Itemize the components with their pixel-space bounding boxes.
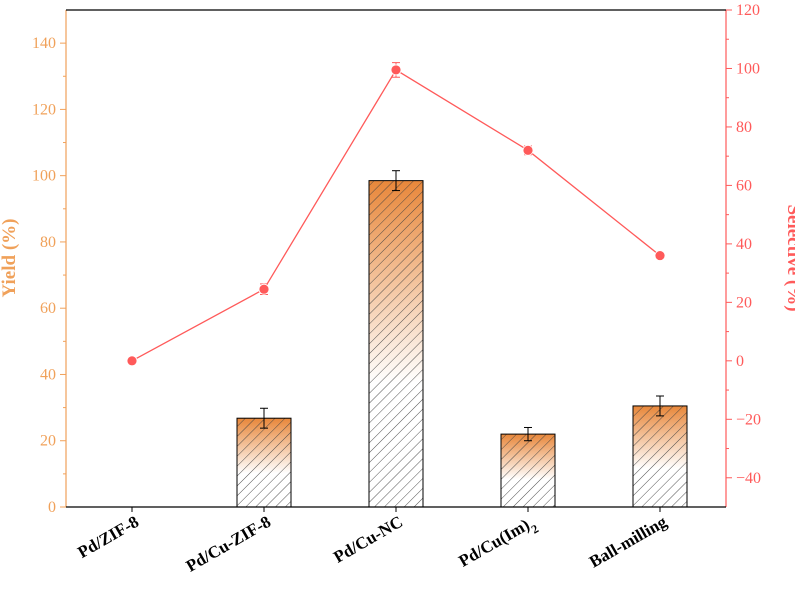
line-point-5: [654, 250, 666, 261]
bars-layer: [236, 170, 688, 508]
bar-hatch-4: [500, 433, 556, 508]
y2-tick-label: −40: [736, 470, 761, 487]
y2-tick-label: 40: [736, 236, 752, 253]
y2-tick-label: 100: [736, 60, 760, 77]
y-axis-title: Yield (%): [0, 219, 20, 298]
y-tick-label: 0: [48, 499, 56, 516]
y2-tick-label: 0: [736, 353, 744, 370]
x-tick-label: Pd/Cu(Im)2: [455, 512, 541, 576]
y-tick-label: 40: [40, 366, 56, 383]
y2-tick-label: 80: [736, 119, 752, 136]
line-layer: [126, 62, 666, 367]
bar-hatch-5: [632, 405, 688, 508]
y2-tick-label: 60: [736, 177, 752, 194]
y2-tick-label: 20: [736, 294, 752, 311]
x-tick-label: Pd/Cu-ZIF-8: [183, 512, 274, 576]
y-tick-label: 80: [40, 234, 56, 251]
y-tick-label: 100: [32, 168, 56, 185]
x-tick-label: Pd/Cu-NC: [330, 512, 406, 567]
line-point-2: [258, 283, 270, 295]
x-tick-label: Pd/ZIF-8: [74, 512, 142, 562]
y-tick-label: 60: [40, 300, 56, 317]
bar-hatch-2: [236, 417, 292, 508]
y2-tick-label: 120: [736, 2, 760, 19]
x-tick-label: Ball-milling: [586, 512, 670, 572]
y-tick-label: 140: [32, 35, 56, 52]
line-point-1: [126, 355, 138, 367]
line-point-4: [522, 144, 534, 156]
y2-tick-label: −20: [736, 411, 761, 428]
y-tick-label: 20: [40, 433, 56, 450]
line-point-3: [390, 64, 402, 76]
bar-hatch-3: [368, 180, 424, 508]
y2-axis-title: Selective (%): [783, 204, 795, 311]
y-tick-label: 120: [32, 101, 56, 118]
